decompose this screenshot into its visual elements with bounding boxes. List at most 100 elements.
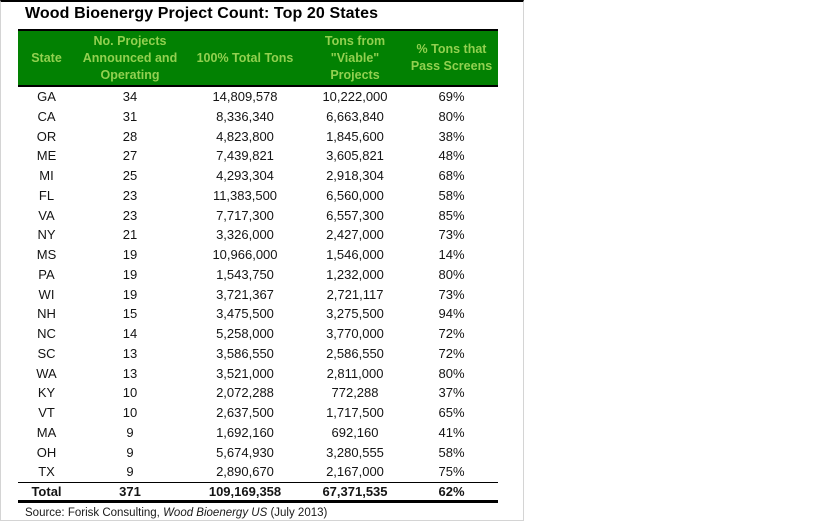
- table-cell: 72%: [438, 345, 465, 361]
- table-cell: 5,674,930: [216, 444, 274, 460]
- table-cell: 19: [122, 247, 138, 262]
- table-cell: 6,560,000: [326, 187, 384, 203]
- table-row: MS 19 10,966,000 1,546,000 14%: [18, 245, 498, 265]
- table-cell: 3,275,500: [326, 306, 384, 322]
- table-cell: 10,966,000: [212, 247, 278, 262]
- table-cell: 31: [122, 108, 138, 124]
- table-cell: 3,280,555: [326, 444, 384, 460]
- table-cell: KY: [37, 385, 56, 401]
- table-cell: 1,845,600: [326, 128, 384, 144]
- table-cell: 1,717,500: [326, 405, 384, 420]
- table-cell: SC: [37, 345, 56, 361]
- table-cell: 5,258,000: [216, 326, 274, 341]
- table-cell: 72%: [438, 326, 465, 341]
- table-cell: 68%: [438, 168, 465, 183]
- table-row: MI 25 4,293,304 2,918,304 68%: [18, 166, 498, 186]
- table-cell: 15: [122, 306, 138, 322]
- table-row: GA 34 14,809,578 10,222,000 69%: [18, 87, 498, 107]
- table-row: MA 9 1,692,160 692,160 41%: [18, 423, 498, 443]
- table-row: SC 13 3,586,550 2,586,550 72%: [18, 344, 498, 364]
- table-cell: 34: [122, 89, 138, 104]
- table-cell: MA: [36, 424, 57, 440]
- table-row: NY 21 3,326,000 2,427,000 73%: [18, 225, 498, 245]
- table-cell: NY: [37, 227, 56, 243]
- table-row: OH 9 5,674,930 3,280,555 58%: [18, 443, 498, 463]
- table-cell: PA: [38, 266, 55, 282]
- table-cell: TX: [38, 464, 55, 480]
- table-cell: OH: [36, 444, 57, 460]
- table-cell: 11,383,500: [212, 187, 278, 203]
- table-cell: 8,336,340: [216, 108, 274, 124]
- table-row: ME 27 7,439,821 3,605,821 48%: [18, 146, 498, 166]
- table-cell: 38%: [438, 128, 465, 144]
- table-row: CA 31 8,336,340 6,663,840 80%: [18, 107, 498, 127]
- table-cell: NH: [37, 306, 56, 322]
- table-cell: 3,475,500: [216, 306, 274, 322]
- table-cell: 4,823,800: [216, 128, 274, 144]
- total-tons: 109,169,358: [208, 484, 282, 499]
- table-cell: 2,890,670: [216, 464, 274, 480]
- source-publication: Wood Bioenergy US: [163, 507, 268, 519]
- table-cell: 80%: [438, 266, 465, 282]
- table-cell: 14%: [438, 247, 465, 262]
- table-cell: 14,809,578: [212, 89, 278, 104]
- table-cell: 3,521,000: [216, 365, 274, 381]
- table-cell: 73%: [438, 286, 465, 302]
- table-cell: VA: [38, 207, 55, 223]
- table-cell: 21: [122, 227, 138, 243]
- table-cell: 69%: [438, 89, 465, 104]
- header-state: State: [31, 50, 62, 65]
- table-cell: 75%: [438, 464, 465, 480]
- table-row: FL 23 11,383,500 6,560,000 58%: [18, 186, 498, 206]
- table-row: WA 13 3,521,000 2,811,000 80%: [18, 364, 498, 384]
- table-cell: 37%: [438, 385, 465, 401]
- table-cell: 9: [126, 424, 134, 440]
- table-row: NH 15 3,475,500 3,275,500 94%: [18, 304, 498, 324]
- table-cell: 13: [122, 365, 138, 381]
- table-header-row: State No. Projects Announced and Operati…: [18, 29, 498, 87]
- table-cell: 1,543,750: [216, 266, 274, 282]
- table-cell: ME: [36, 148, 57, 164]
- table-cell: 80%: [438, 365, 465, 381]
- table-cell: 6,663,840: [326, 108, 384, 124]
- table-cell: 9: [126, 444, 134, 460]
- total-projects: 371: [119, 484, 141, 499]
- table-cell: 3,721,367: [216, 286, 274, 302]
- table-cell: 65%: [438, 405, 465, 420]
- table-cell: OR: [36, 128, 57, 144]
- table-cell: 772,288: [331, 385, 379, 401]
- source-prefix: Source: Forisk Consulting,: [25, 507, 164, 519]
- table-cell: 1,232,000: [326, 266, 384, 282]
- total-viable-tons: 67,371,535: [322, 484, 388, 499]
- table-cell: 58%: [438, 444, 465, 460]
- page-title: Wood Bioenergy Project Count: Top 20 Sta…: [25, 5, 379, 22]
- table-cell: 7,717,300: [216, 207, 274, 223]
- table-cell: VT: [38, 405, 55, 420]
- table-cell: 94%: [438, 306, 465, 322]
- table-row: WI 19 3,721,367 2,721,117 73%: [18, 285, 498, 305]
- table-cell: GA: [37, 89, 56, 104]
- table-cell: 9: [126, 464, 134, 480]
- table-row: KY 10 2,072,288 772,288 37%: [18, 383, 498, 403]
- table-cell: 13: [122, 345, 138, 361]
- table-cell: 27: [122, 148, 138, 164]
- table-cell: 23: [122, 207, 138, 223]
- table-row: PA 19 1,543,750 1,232,000 80%: [18, 265, 498, 285]
- header-pct-pass: % Tons that Pass Screens: [410, 42, 493, 73]
- table-cell: 3,586,550: [216, 345, 274, 361]
- table-row: TX 9 2,890,670 2,167,000 75%: [18, 462, 498, 482]
- table-cell: NC: [37, 326, 56, 341]
- header-total-tons: 100% Total Tons: [196, 50, 294, 65]
- table-cell: MI: [39, 168, 54, 183]
- total-pct: 62%: [438, 484, 465, 499]
- table-cell: 14: [122, 326, 138, 341]
- table-cell: 2,918,304: [326, 168, 384, 183]
- data-table: State No. Projects Announced and Operati…: [18, 29, 498, 503]
- table-cell: 2,427,000: [326, 227, 384, 243]
- table-cell: 10: [122, 405, 138, 420]
- table-cell: 28: [122, 128, 138, 144]
- table-row: VA 23 7,717,300 6,557,300 85%: [18, 206, 498, 226]
- table-cell: 3,605,821: [326, 148, 384, 164]
- table-cell: WA: [36, 365, 57, 381]
- header-viable-tons: Tons from "Viable" Projects: [324, 33, 386, 82]
